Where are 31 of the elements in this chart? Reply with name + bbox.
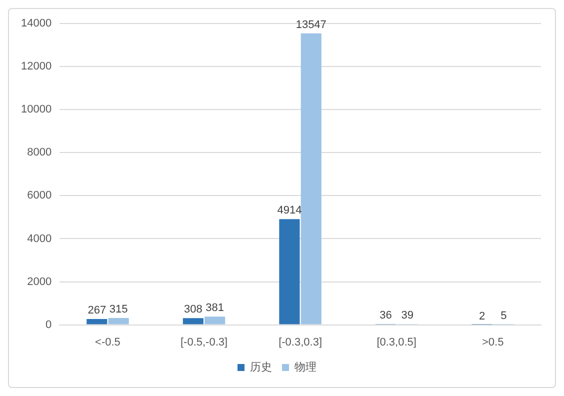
data-label: 39 <box>401 309 414 322</box>
x-tick-label: [-0.3,0.3] <box>278 336 322 348</box>
y-tick-label: 0 <box>45 318 52 331</box>
y-tick-label: 12000 <box>20 60 52 73</box>
bar <box>182 318 204 324</box>
legend-label: 物理 <box>294 362 316 374</box>
data-label: 308 <box>184 304 202 316</box>
y-tick-label: 10000 <box>20 104 52 116</box>
data-label: 2 <box>478 310 486 322</box>
bar <box>86 319 108 324</box>
y-tick-label: 4000 <box>27 232 52 245</box>
data-label: 4914 <box>277 204 302 217</box>
data-label: 267 <box>88 304 106 317</box>
y-tick-label: 2000 <box>27 276 52 288</box>
data-label: 5 <box>500 310 507 322</box>
data-label: 315 <box>109 304 128 316</box>
y-tick-label: 8000 <box>27 146 52 159</box>
y-tick-label: 6000 <box>27 190 52 202</box>
x-tick-label: >0.5 <box>482 336 504 348</box>
data-label: 13547 <box>296 18 326 31</box>
x-tick-label: <-0.5 <box>95 336 120 348</box>
bar <box>108 318 129 324</box>
data-label: 381 <box>206 302 224 314</box>
x-tick-label: [-0.5,-0.3] <box>180 336 228 348</box>
x-tick-label: [0.3,0.5] <box>376 336 416 348</box>
y-tick-label: 14000 <box>20 18 52 30</box>
legend-label: 历史 <box>250 360 272 374</box>
bar <box>279 219 300 324</box>
data-label: 36 <box>380 310 392 322</box>
bar <box>204 316 226 324</box>
bar <box>300 33 322 324</box>
